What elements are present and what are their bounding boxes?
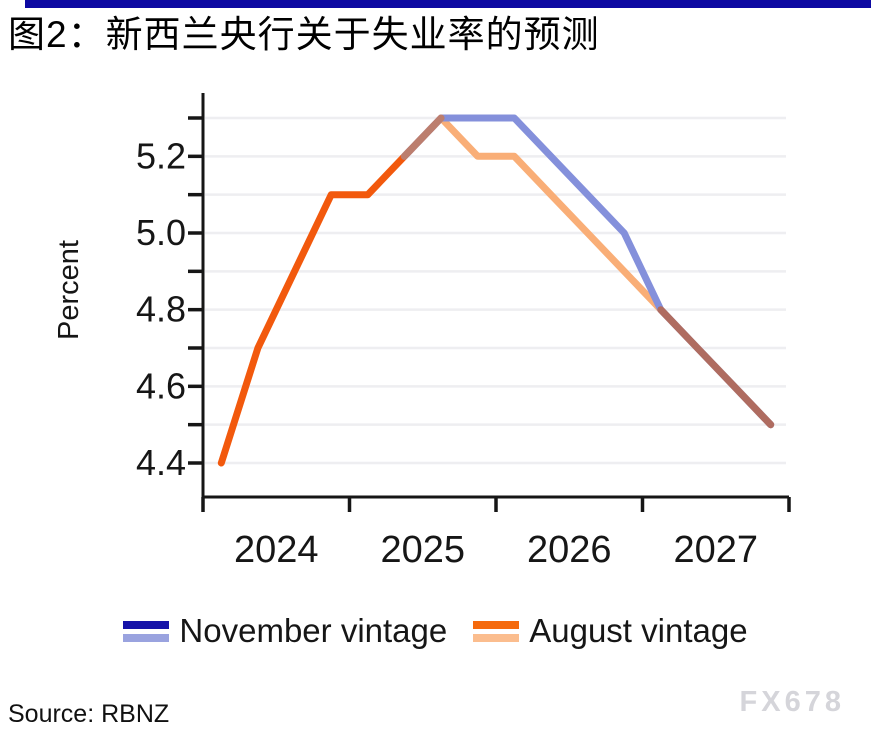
series-line-overlap-rise — [400, 114, 445, 160]
top-accent-bar — [25, 0, 871, 8]
y-tick-label: 4.6 — [136, 365, 186, 406]
y-axis-title: Percent — [53, 240, 85, 340]
chart-legend: November vintage August vintage — [0, 612, 871, 650]
y-tick-label: 4.4 — [136, 442, 186, 483]
y-tick-label: 4.8 — [136, 289, 186, 330]
august-actual-color — [473, 620, 520, 629]
chart-title: 图2：新西兰央行关于失业率的预测 — [8, 14, 600, 55]
series-line-overlap-tail — [657, 306, 775, 429]
november-line-swatch-icon — [123, 620, 170, 642]
fx678-watermark: FX678 — [739, 686, 845, 718]
legend-item-november: November vintage — [123, 612, 447, 650]
november-forecast-color — [123, 633, 170, 642]
legend-label-august: August vintage — [529, 612, 748, 649]
x-tick-label: 2027 — [673, 529, 758, 571]
august-line-swatch-icon — [473, 620, 520, 642]
august-forecast-color — [473, 633, 520, 642]
y-tick-label: 5.2 — [136, 135, 186, 176]
november-actual-color — [123, 620, 170, 629]
source-note: Source: RBNZ — [8, 700, 170, 728]
x-tick-label: 2026 — [527, 529, 612, 571]
series-line-august-actual — [217, 114, 445, 467]
x-tick-label: 2024 — [234, 529, 319, 571]
y-tick-label: 5.0 — [136, 212, 186, 253]
legend-item-august: August vintage — [473, 612, 748, 650]
legend-label-november: November vintage — [179, 612, 448, 649]
x-tick-label: 2025 — [380, 529, 465, 571]
